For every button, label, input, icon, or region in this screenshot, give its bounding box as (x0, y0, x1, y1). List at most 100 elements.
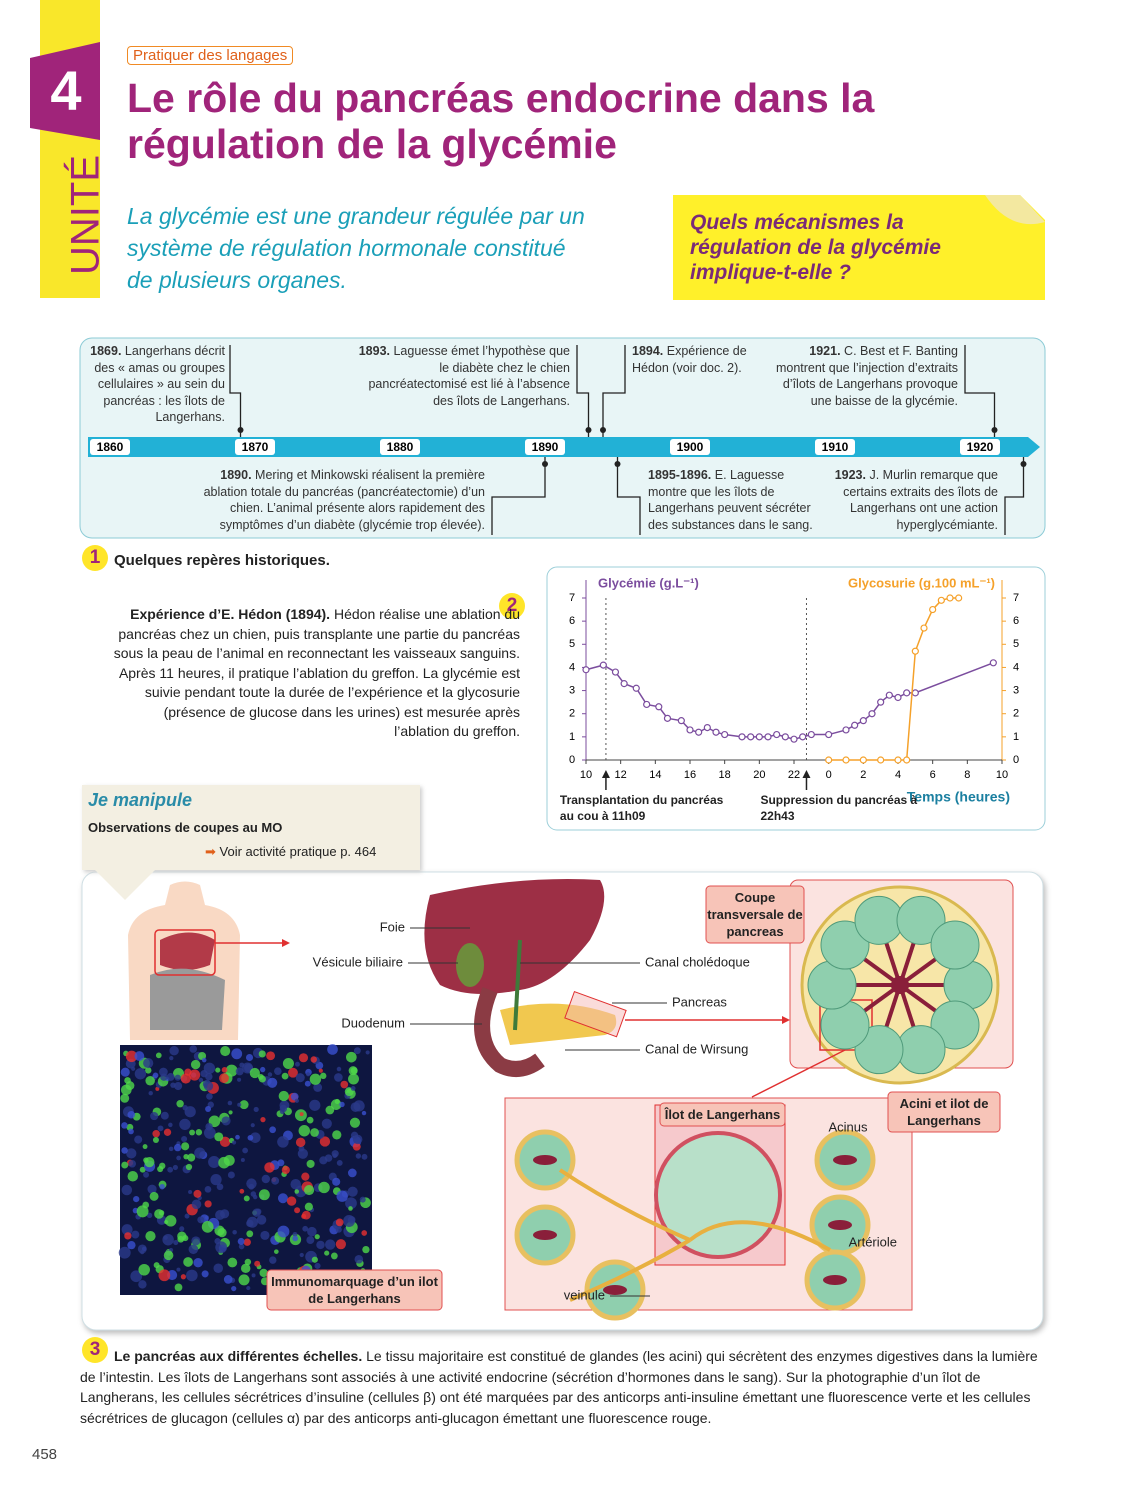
cell-dot (282, 1057, 294, 1070)
cell-dot (191, 1236, 201, 1246)
cell-dot (336, 1159, 343, 1166)
event-text: E. Laguesse montre que les îlots de Lang… (648, 468, 813, 532)
cell-dot (218, 1156, 230, 1169)
cell-dot (128, 1128, 134, 1135)
year-tick (235, 439, 275, 455)
data-point (721, 730, 729, 739)
cell-dot (267, 1072, 273, 1077)
y2-tick-label: 4 (1013, 661, 1019, 673)
data-point (632, 684, 640, 692)
data-point (781, 733, 789, 741)
cell-dot (160, 1073, 168, 1081)
body-liver (160, 932, 215, 970)
cell-dot (243, 1238, 251, 1246)
diagram-label: veinule (564, 1287, 605, 1302)
cell-dot (332, 1130, 342, 1140)
cell-dot (249, 1132, 261, 1143)
data-point (885, 691, 893, 699)
doc-number: 3 (82, 1337, 108, 1363)
cell-dot (143, 1157, 149, 1163)
cell-dot (184, 1068, 192, 1076)
doc3-caption-text: Le tissu majoritaire est constitué de gl… (80, 1348, 1038, 1426)
cell-dot (335, 1226, 342, 1233)
cell-dot (164, 1219, 169, 1225)
cell-dot (193, 1189, 202, 1198)
cell-dot (155, 1052, 162, 1059)
cell-dot (186, 1269, 198, 1282)
cell-dot (237, 1102, 242, 1107)
data-point (764, 733, 772, 741)
cell-dot (213, 1263, 224, 1274)
cell-dot (219, 1073, 229, 1084)
data-point (877, 756, 885, 764)
arrow-head (782, 1016, 790, 1024)
event-connector (1004, 457, 1025, 535)
data-point (807, 730, 815, 739)
cell-dot (348, 1066, 358, 1076)
year-label: 1920 (967, 440, 994, 454)
data-point (894, 756, 902, 764)
lobule (820, 920, 870, 970)
cell-dot (365, 1050, 370, 1055)
cell-dot (128, 1159, 137, 1168)
box-label: Coupe transversale de pancreas (707, 890, 803, 939)
event-marker (237, 427, 244, 433)
cell-dot (348, 1073, 359, 1085)
cell-dot (172, 1164, 178, 1171)
cell-dot (304, 1202, 313, 1211)
event-text: Laguesse émet l’hypothèse que le diabète… (368, 344, 570, 408)
cell-dot (246, 1230, 254, 1238)
cell-dot (185, 1163, 193, 1171)
cell-dot (168, 1146, 174, 1152)
cell-dot (158, 1269, 171, 1282)
cell-dot (204, 1185, 212, 1193)
link-text[interactable]: Voir activité pratique p. 464 (219, 844, 377, 859)
cell-dot (243, 1195, 250, 1202)
event-year: 1923. (834, 468, 866, 482)
cell-dot (345, 1197, 357, 1210)
cell-dot (349, 1117, 361, 1128)
doc3-caption: Le pancréas aux différentes échelles. Le… (80, 1346, 1045, 1428)
cell-dot (238, 1243, 245, 1250)
cell-dot (125, 1081, 135, 1091)
cell-dot (143, 1057, 154, 1069)
cell-dot (318, 1068, 323, 1073)
cell-dot (290, 1178, 301, 1190)
cell-dot (246, 1286, 251, 1291)
cell-dot (201, 1270, 209, 1278)
cell-dot (153, 1262, 160, 1269)
acinus-lumen (823, 1275, 847, 1285)
data-point (703, 723, 711, 732)
timeline-event: 1923. J. Murlin remarque que certains ex… (828, 467, 998, 533)
unit-number: 4 (50, 59, 81, 122)
cell-dot (215, 1210, 225, 1220)
cell-dot (295, 1137, 306, 1148)
cell-dot (215, 1241, 228, 1254)
cell-dot (201, 1057, 207, 1063)
cell-dot (163, 1250, 174, 1261)
cell-dot (353, 1100, 365, 1112)
y-tick-label: 2 (569, 708, 575, 720)
cell-dot (259, 1268, 268, 1278)
cell-dot (352, 1142, 361, 1151)
doc2-title: Expérience d’E. Hédon (1894). (130, 606, 331, 622)
cell-dot (336, 1066, 342, 1072)
cell-dot (125, 1050, 138, 1063)
cell-dot (127, 1171, 139, 1182)
data-point (755, 733, 763, 741)
box-label: Immunomarquage d’un ilot de Langerhans (271, 1274, 438, 1306)
lobule (896, 895, 946, 945)
cell-dot (343, 1215, 356, 1227)
year-label: 1890 (532, 440, 559, 454)
cell-dot (325, 1239, 336, 1250)
label-box (887, 1091, 1001, 1133)
cell-dot (231, 1285, 237, 1292)
data-point (911, 647, 919, 655)
manipule-link[interactable]: ➡ Voir activité pratique p. 464 (205, 844, 376, 860)
event-text: Langerhans décrit des « amas ou groupes … (94, 344, 225, 424)
cell-dot (278, 1090, 289, 1102)
cell-dot (124, 1232, 132, 1240)
cell-dot (227, 1171, 235, 1179)
cell-dot (319, 1136, 331, 1147)
